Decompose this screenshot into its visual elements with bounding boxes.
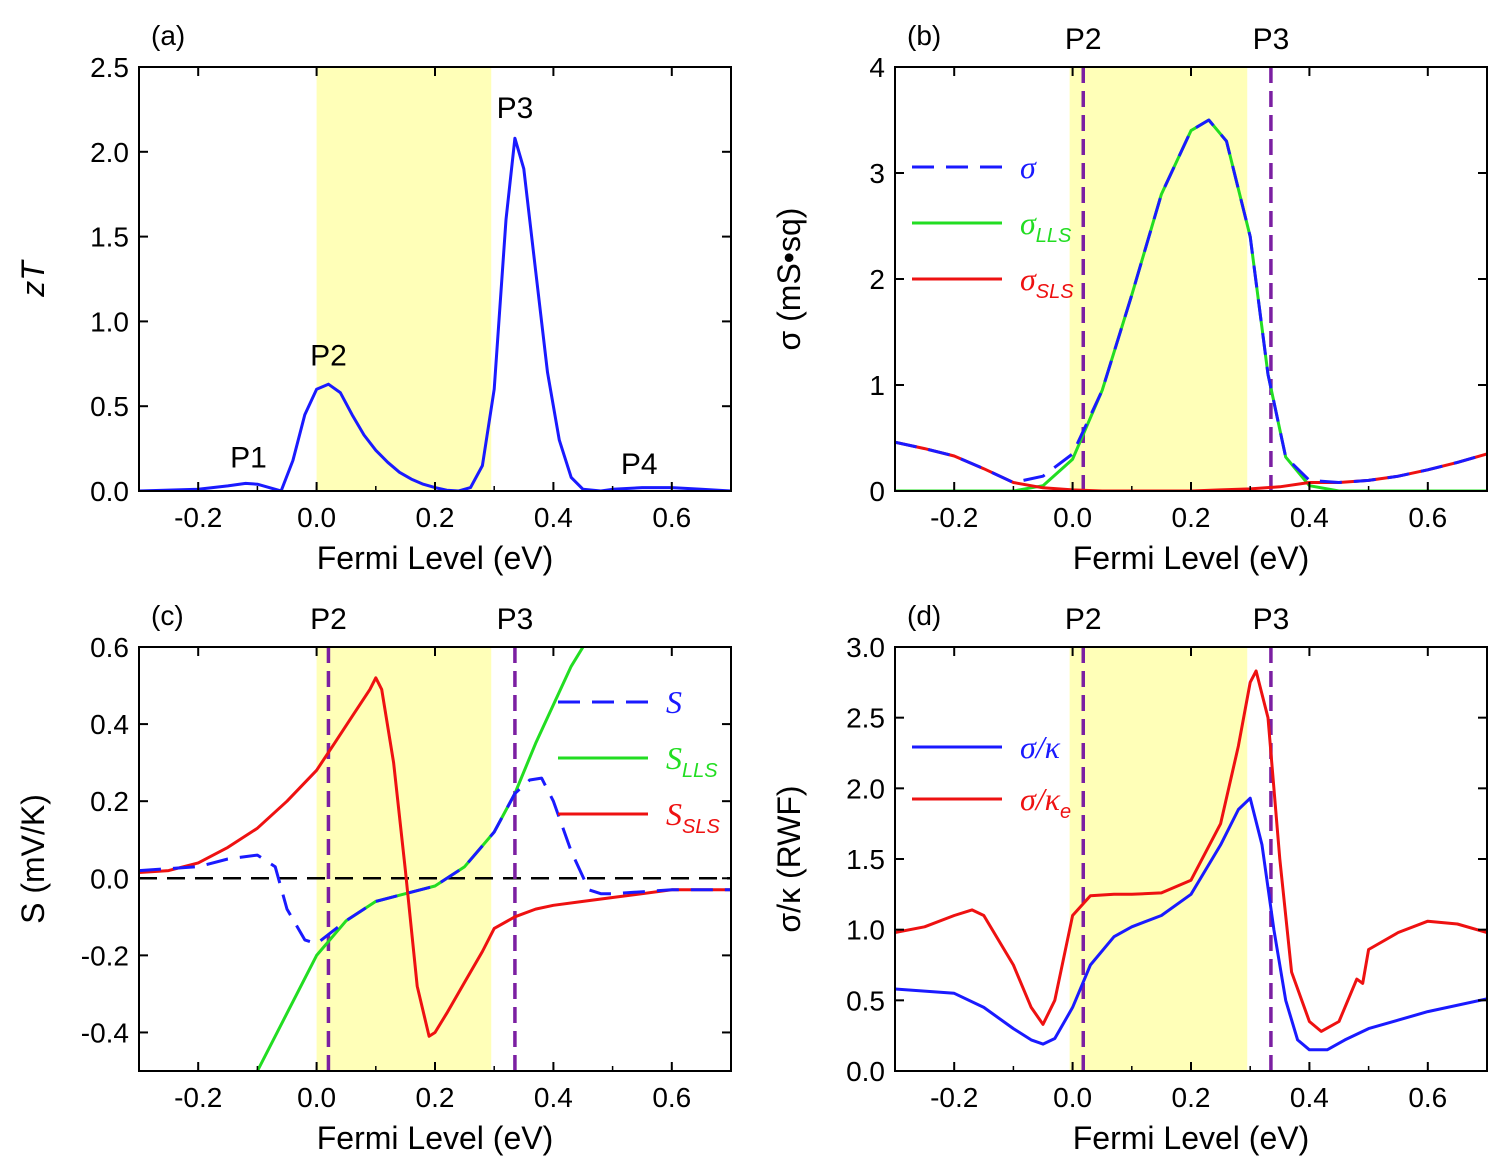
series-line bbox=[895, 669, 1487, 1033]
marker-label-p2: P2 bbox=[310, 603, 347, 636]
shaded-region bbox=[316, 67, 492, 491]
marker-label-p3: P3 bbox=[1253, 603, 1290, 636]
y-tick-label: 0.2 bbox=[90, 786, 129, 817]
panel-label: (c) bbox=[151, 600, 184, 631]
panel-label: (b) bbox=[907, 20, 941, 51]
legend-label: SSLS bbox=[666, 796, 720, 838]
legend-label: σ/κe bbox=[1020, 781, 1071, 823]
x-tick-label: 0.6 bbox=[652, 1082, 691, 1113]
y-tick-label: 2.5 bbox=[90, 52, 129, 83]
plot-area bbox=[895, 67, 1487, 491]
x-tick-label: 0.6 bbox=[652, 502, 691, 533]
y-tick-label: 1 bbox=[869, 370, 885, 401]
x-tick-label: 0.0 bbox=[1053, 1082, 1092, 1113]
x-tick-label: 0.2 bbox=[1172, 502, 1211, 533]
y-tick-label: 0.5 bbox=[90, 391, 129, 422]
y-tick-label: 0.5 bbox=[846, 985, 885, 1016]
x-tick-label: -0.2 bbox=[174, 502, 222, 533]
panel-3: P2 P3 -0.2 0.0 0.2 0.4 0.6 0.0 0.5 1.0 1.5 2.0 2.5 3.… bbox=[771, 600, 1488, 1156]
panel-label: (d) bbox=[907, 600, 941, 631]
peak-label-p2: P2 bbox=[310, 339, 347, 372]
legend-label: σSLS bbox=[1020, 261, 1074, 303]
y-tick-label: 1.0 bbox=[90, 306, 129, 337]
y-tick-label: 1.5 bbox=[90, 222, 129, 253]
x-tick-label: 0.0 bbox=[297, 502, 336, 533]
x-tick-label: 0.2 bbox=[416, 502, 455, 533]
legend-label: SLLS bbox=[666, 740, 718, 782]
x-tick-label: 0.4 bbox=[534, 502, 573, 533]
y-tick-label: 2.5 bbox=[846, 703, 885, 734]
legend-label: σ/κ bbox=[1020, 729, 1061, 765]
x-tick-label: 0.2 bbox=[1172, 1082, 1211, 1113]
x-axis-title: Fermi Level (eV) bbox=[317, 1120, 554, 1156]
x-tick-label: 0.4 bbox=[1290, 1082, 1329, 1113]
y-tick-label: 1.0 bbox=[846, 915, 885, 946]
legend-label: S bbox=[666, 684, 682, 720]
y-tick-label: 0.0 bbox=[90, 476, 129, 507]
y-tick-label: 0.0 bbox=[846, 1056, 885, 1087]
peak-label-p1: P1 bbox=[230, 441, 267, 474]
y-tick-label: -0.2 bbox=[81, 940, 129, 971]
series-line bbox=[139, 676, 731, 1038]
y-tick-label: 3.0 bbox=[846, 632, 885, 663]
peak-label-p3: P3 bbox=[497, 92, 534, 125]
y-axis-title: σ (mS•sq) bbox=[771, 208, 807, 351]
x-axis-title: Fermi Level (eV) bbox=[1073, 1120, 1310, 1156]
marker-label-p3: P3 bbox=[497, 603, 534, 636]
y-tick-label: 1.5 bbox=[846, 844, 885, 875]
x-axis-title: Fermi Level (eV) bbox=[1073, 540, 1310, 576]
y-tick-label: 0.0 bbox=[90, 863, 129, 894]
x-tick-label: -0.2 bbox=[930, 1082, 978, 1113]
series-line bbox=[139, 776, 731, 946]
x-tick-label: 0.2 bbox=[416, 1082, 455, 1113]
y-tick-label: 2 bbox=[869, 264, 885, 295]
shaded-region bbox=[1069, 67, 1248, 491]
peak-label-p4: P4 bbox=[621, 448, 658, 481]
x-tick-label: 0.6 bbox=[1408, 502, 1447, 533]
shaded-region bbox=[1069, 647, 1248, 1071]
y-axis-title: S (mV/K) bbox=[15, 794, 51, 924]
marker-label-p2: P2 bbox=[1065, 23, 1102, 56]
plot-area bbox=[895, 647, 1487, 1071]
x-tick-label: 0.6 bbox=[1408, 1082, 1447, 1113]
y-tick-label: 0 bbox=[869, 476, 885, 507]
y-tick-label: 3 bbox=[869, 158, 885, 189]
legend-label: σLLS bbox=[1020, 205, 1072, 247]
y-tick-label: 2.0 bbox=[90, 137, 129, 168]
panel-label: (a) bbox=[151, 20, 185, 51]
y-tick-label: 4 bbox=[869, 52, 885, 83]
y-axis-title: σ/κ (RWF) bbox=[771, 785, 807, 932]
marker-label-p3: P3 bbox=[1253, 23, 1290, 56]
plot-area bbox=[139, 647, 731, 1071]
panel-0: -0.2 0.0 0.2 0.4 0.6 0.0 0.5 1.0 1.5 2.0 2.5 Fermi … bbox=[15, 20, 732, 576]
y-tick-label: 2.0 bbox=[846, 773, 885, 804]
series-line bbox=[895, 118, 1487, 484]
y-tick-label: -0.4 bbox=[81, 1017, 129, 1048]
x-tick-label: 0.0 bbox=[1053, 502, 1092, 533]
panel-1: P2 P3 -0.2 0.0 0.2 0.4 0.6 0 1 2 3 4 Fermi Level (eV… bbox=[771, 20, 1488, 576]
x-tick-label: -0.2 bbox=[930, 502, 978, 533]
y-tick-label: 0.6 bbox=[90, 632, 129, 663]
x-axis-title: Fermi Level (eV) bbox=[317, 540, 554, 576]
x-tick-label: 0.4 bbox=[1290, 502, 1329, 533]
panel-2: P2 P3 -0.2 0.0 0.2 0.4 0.6 -0.4 -0.2 0.0 0.2 0.4 0.6… bbox=[15, 600, 732, 1156]
x-tick-label: -0.2 bbox=[174, 1082, 222, 1113]
x-tick-label: 0.4 bbox=[534, 1082, 573, 1113]
series-line bbox=[895, 796, 1487, 1052]
y-tick-label: 0.4 bbox=[90, 709, 129, 740]
marker-label-p2: P2 bbox=[1065, 603, 1102, 636]
legend-label: σ bbox=[1020, 149, 1037, 185]
x-tick-label: 0.0 bbox=[297, 1082, 336, 1113]
y-axis-title: zT bbox=[15, 259, 51, 298]
